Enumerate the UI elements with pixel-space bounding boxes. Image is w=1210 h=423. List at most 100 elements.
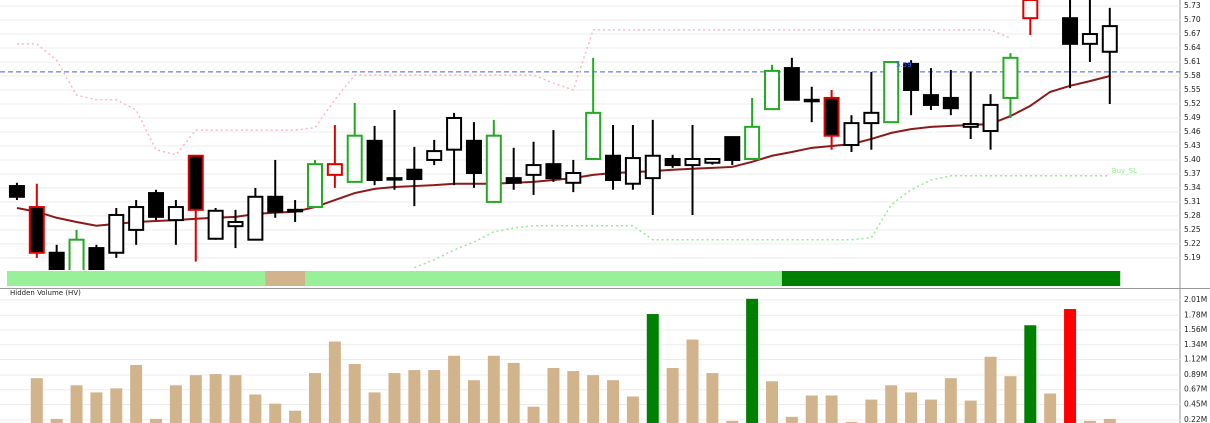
signal-band: [940, 271, 962, 286]
candle-body: [68, 238, 85, 270]
signal-band: [1040, 271, 1061, 286]
signal-band: [801, 271, 823, 286]
volume-bar: [924, 399, 937, 423]
signal-band: [305, 271, 326, 286]
volume-bar: [269, 403, 282, 423]
candle-body: [148, 192, 165, 218]
y-tick-label: 1.12M: [1184, 355, 1207, 364]
y-tick-label: 0.45M: [1184, 399, 1207, 408]
signal-band: [861, 271, 882, 286]
signal-band: [563, 271, 584, 286]
candle-body: [763, 69, 780, 111]
volume-bar: [70, 385, 83, 423]
candle-body: [565, 172, 582, 184]
signal-band: [960, 271, 982, 286]
candle-body: [843, 122, 860, 147]
volume-bar: [706, 373, 719, 423]
volume-bar: [626, 396, 639, 423]
signal-band: [583, 271, 604, 286]
volume-bar: [587, 375, 600, 423]
candle-body: [48, 251, 65, 270]
volume-bar: [1044, 393, 1057, 423]
candle-body: [207, 209, 224, 240]
volume-bar: [428, 370, 441, 423]
volume-bar: [189, 375, 202, 423]
signal-band: [762, 271, 783, 286]
candle-body: [724, 136, 741, 161]
signal-band: [483, 271, 505, 286]
candle-body: [1022, 0, 1039, 20]
signal-band: [165, 271, 187, 286]
candle-body: [1002, 56, 1019, 99]
indicator-line: [414, 175, 1110, 269]
line-label: Buy_SL: [1112, 167, 1137, 175]
y-tick-label: 5.34: [1184, 183, 1201, 192]
candle-body: [962, 123, 979, 128]
volume-bar: [964, 400, 977, 423]
candle-body: [386, 177, 403, 181]
volume-bar: [1004, 376, 1017, 423]
signal-band: [722, 271, 743, 286]
signal-band: [404, 271, 425, 286]
volume-bar: [388, 373, 401, 423]
signal-band: [225, 271, 246, 286]
signal-band: [821, 271, 843, 286]
volume-bar: [527, 406, 540, 423]
volume-bar: [110, 388, 123, 423]
y-tick-label: 0.89M: [1184, 370, 1207, 379]
y-tick-label: 5.22: [1184, 239, 1201, 248]
y-tick-label: 1.78M: [1184, 310, 1207, 319]
signal-band: [1020, 271, 1041, 286]
candle-body: [624, 157, 641, 185]
signal-band: [901, 271, 922, 286]
candle-body: [227, 220, 244, 228]
signal-band: [622, 271, 644, 286]
volume-bar: [825, 395, 838, 423]
y-tick-label: 5.31: [1184, 197, 1201, 206]
signal-band: [285, 271, 306, 286]
signal-band: [1079, 271, 1101, 286]
volume-bar: [686, 339, 699, 423]
candle-body: [585, 111, 602, 161]
candle-body: [446, 116, 463, 151]
volume-bar: [209, 374, 222, 423]
y-tick-label: 5.28: [1184, 211, 1201, 220]
candle-body: [326, 163, 343, 176]
signal-band: [245, 271, 266, 286]
panel-title: Hidden Volume (HV): [10, 289, 81, 297]
volume-bar: [448, 355, 461, 423]
candle-body: [803, 98, 820, 103]
signal-band: [185, 271, 207, 286]
volume-bar: [944, 378, 957, 423]
y-tick-label: 5.70: [1184, 15, 1201, 24]
candle-body: [28, 206, 45, 254]
signal-band: [106, 271, 127, 286]
signal-band: [781, 271, 803, 286]
volume-bar: [467, 380, 480, 423]
candle-body: [545, 163, 562, 180]
candle-body: [605, 154, 622, 182]
candle-body: [644, 154, 661, 180]
candle-body: [903, 62, 920, 91]
signal-band: [1099, 271, 1121, 286]
candle-body: [346, 134, 363, 183]
candle-body: [863, 111, 880, 125]
volume-bar: [726, 420, 739, 423]
volume-bar: [169, 385, 182, 423]
candle-body: [287, 208, 304, 213]
volume-bar: [90, 392, 103, 423]
volume-bar: [30, 378, 43, 423]
volume-panel: [0, 298, 1180, 423]
signal-band: [384, 271, 405, 286]
volume-bar: [905, 392, 918, 423]
candle-body: [465, 139, 482, 175]
candle-body: [704, 158, 721, 164]
volume-bar: [1103, 418, 1116, 423]
signal-band: [1000, 271, 1021, 286]
candle-body: [1081, 33, 1098, 45]
signal-band: [662, 271, 684, 286]
signal-band: [881, 271, 902, 286]
y-tick-label: 5.46: [1184, 127, 1201, 136]
y-tick-label: 5.52: [1184, 99, 1201, 108]
candle-body: [982, 103, 999, 133]
